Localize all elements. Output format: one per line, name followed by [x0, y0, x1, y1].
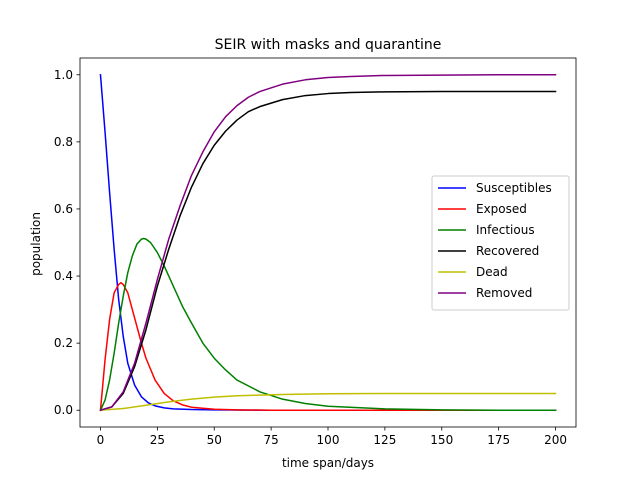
legend-entry: Removed — [476, 286, 532, 300]
legend: Susceptibles Exposed Infectious Recovered De… — [431, 175, 570, 311]
x-tick-label: 175 — [487, 433, 510, 447]
legend-box — [431, 175, 570, 311]
series-line-exposed — [99, 282, 557, 412]
series-line-infectious — [99, 237, 557, 412]
y-tick-label: 0.8 — [54, 135, 73, 149]
series-line-recovered — [99, 90, 557, 412]
y-tick-label: 0.6 — [54, 202, 73, 216]
x-tick-label: 150 — [430, 433, 453, 447]
legend-entry: Dead — [476, 265, 508, 279]
plot-area — [79, 57, 577, 428]
y-axis-label: population — [29, 212, 43, 276]
y-tick-label: 1.0 — [54, 68, 73, 82]
chart-title: SEIR with masks and quarantine — [215, 37, 442, 53]
x-axis: 0 25 50 75 100 125 150 175 200 — [97, 427, 567, 447]
legend-entry: Susceptibles — [476, 181, 552, 195]
x-tick-label: 25 — [150, 433, 165, 447]
x-tick-label: 125 — [373, 433, 396, 447]
y-tick-label: 0.2 — [54, 336, 73, 350]
x-axis-label: time span/days — [282, 456, 374, 470]
x-tick-label: 50 — [207, 433, 222, 447]
legend-entry: Recovered — [476, 244, 539, 258]
x-tick-label: 100 — [317, 433, 340, 447]
x-tick-label: 0 — [97, 433, 105, 447]
legend-entry: Exposed — [476, 202, 527, 216]
y-axis: 0.0 0.2 0.4 0.6 0.8 1.0 — [54, 68, 80, 417]
legend-entry: Infectious — [476, 223, 535, 237]
series-line-dead — [99, 392, 557, 412]
y-tick-label: 0.4 — [54, 269, 73, 283]
x-tick-label: 200 — [544, 433, 567, 447]
series-line-removed — [99, 74, 557, 412]
x-tick-label: 75 — [263, 433, 278, 447]
y-tick-label: 0.0 — [54, 403, 73, 417]
